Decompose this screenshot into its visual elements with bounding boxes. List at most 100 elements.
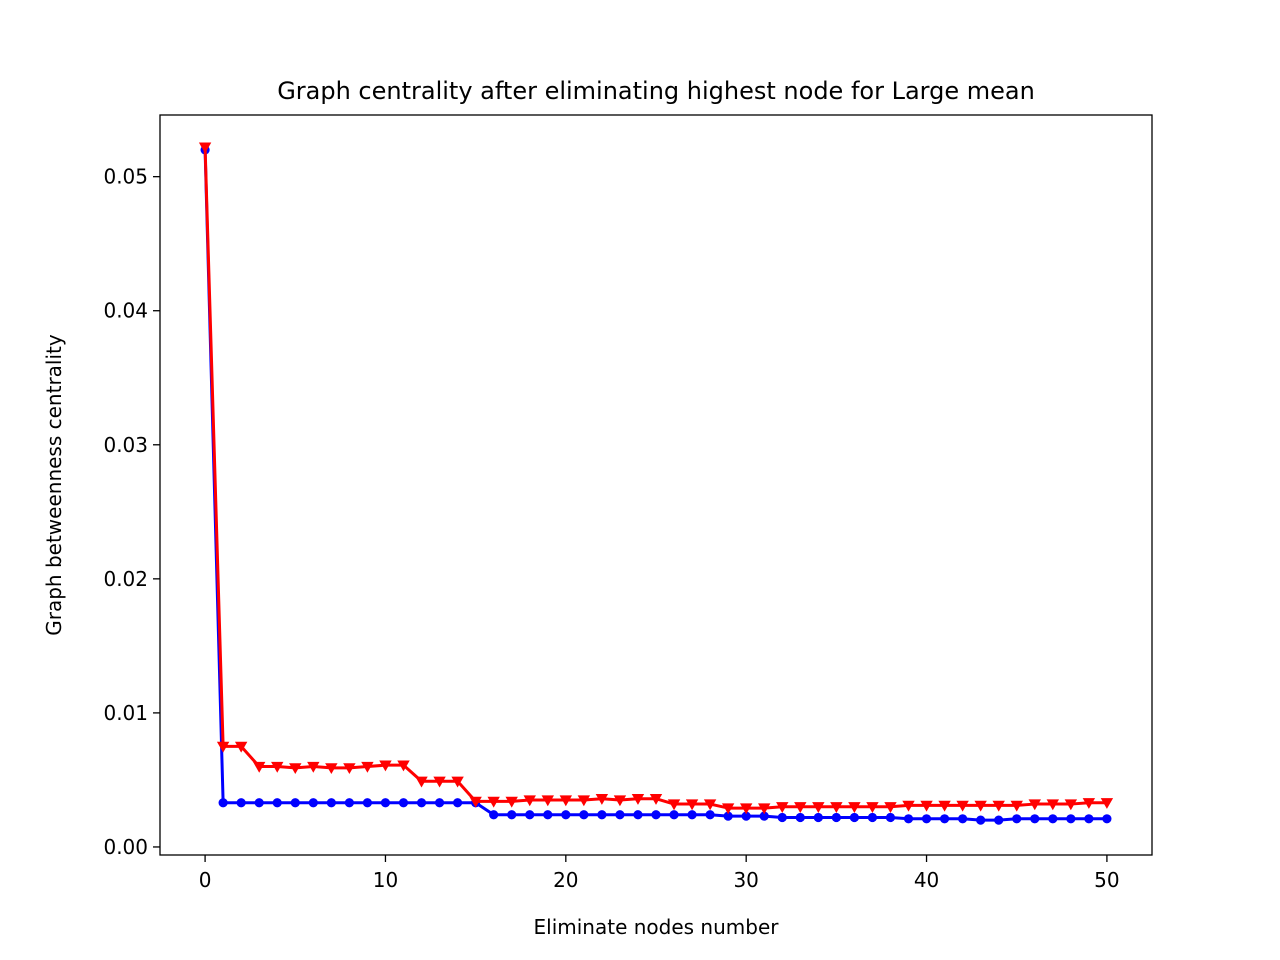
data-point [938, 800, 951, 812]
data-point [885, 812, 896, 823]
data-point [794, 802, 807, 813]
data-point [974, 800, 987, 812]
x-tick-label: 20 [553, 868, 578, 892]
data-point [272, 798, 282, 808]
y-tick-label: 0.05 [103, 165, 148, 189]
data-point [1048, 814, 1058, 824]
data-point [920, 800, 933, 812]
x-axis: 0 10 20 30 40 50 [199, 855, 1120, 892]
data-point [397, 760, 410, 772]
data-point [867, 812, 878, 823]
data-point [685, 799, 699, 811]
y-axis: 0.00 0.01 0.02 0.03 0.04 0.05 [103, 165, 160, 859]
data-point [216, 741, 230, 753]
x-axis-title: Eliminate nodes number [534, 915, 780, 939]
data-point [218, 798, 228, 808]
data-point [362, 798, 373, 808]
y-tick-label: 0.03 [103, 433, 148, 457]
x-tick-label: 0 [199, 868, 212, 892]
data-point [507, 810, 517, 820]
plot-area-frame [159, 114, 1153, 856]
data-point [1100, 798, 1114, 809]
data-point [795, 812, 805, 823]
data-point [849, 812, 860, 823]
data-point [812, 802, 825, 813]
data-point [290, 798, 300, 808]
y-axis-title: Graph betweenness centrality [42, 334, 66, 636]
data-point [776, 802, 789, 813]
x-tick-label: 30 [733, 868, 758, 892]
data-point [434, 798, 445, 808]
data-point [1064, 799, 1078, 811]
data-point [523, 795, 536, 807]
data-point [525, 810, 535, 820]
data-point [669, 810, 679, 820]
data-point [723, 811, 733, 821]
data-point [976, 815, 986, 825]
data-point [577, 795, 591, 807]
series-1 [198, 142, 1114, 815]
data-point [559, 795, 573, 807]
data-point [830, 802, 843, 813]
data-point [939, 814, 950, 824]
data-point [254, 798, 264, 808]
data-point [813, 812, 823, 823]
chart-title: Graph centrality after eliminating highe… [277, 77, 1035, 105]
data-point [994, 815, 1004, 825]
data-point [921, 814, 932, 824]
data-point [1028, 799, 1041, 811]
data-point [236, 798, 246, 808]
y-tick-label: 0.04 [103, 299, 148, 323]
data-point [234, 741, 248, 753]
data-point [561, 810, 571, 820]
data-point [253, 761, 266, 773]
data-point [541, 795, 554, 807]
x-tick-label: 40 [914, 868, 939, 892]
data-point [615, 810, 625, 820]
x-tick-label: 50 [1094, 868, 1119, 892]
data-point [415, 776, 428, 788]
data-point [416, 798, 427, 808]
data-point [651, 810, 661, 820]
data-point [703, 799, 717, 811]
data-point [741, 811, 751, 821]
data-point [597, 810, 607, 820]
data-point [633, 810, 643, 820]
y-tick-label: 0.01 [103, 701, 148, 725]
data-point [487, 796, 500, 808]
data-point [198, 142, 212, 154]
data-point [992, 800, 1005, 812]
data-point [1102, 814, 1112, 824]
data-point [579, 810, 589, 820]
data-point [958, 814, 968, 824]
data-point [631, 794, 645, 805]
data-point [325, 763, 338, 775]
data-point [956, 800, 969, 812]
data-point [1084, 814, 1094, 824]
data-point [759, 811, 769, 821]
data-point [1046, 799, 1059, 811]
data-point [705, 810, 715, 820]
x-tick-label: 10 [373, 868, 398, 892]
data-point [433, 776, 446, 788]
data-point [451, 776, 464, 788]
data-point [453, 798, 463, 808]
data-point [831, 812, 841, 823]
data-point [343, 763, 356, 775]
data-point [361, 761, 374, 773]
data-point [667, 799, 681, 811]
data-point [1082, 798, 1096, 809]
data-point [379, 760, 392, 772]
data-point [866, 802, 879, 813]
data-point [307, 761, 320, 773]
data-point [1012, 814, 1022, 824]
data-point [505, 796, 518, 808]
data-point [777, 812, 787, 823]
data-point [398, 798, 409, 808]
data-point [380, 798, 391, 808]
series-0 [200, 145, 1112, 825]
data-point [308, 798, 318, 808]
data-point [739, 803, 753, 815]
data-point [326, 798, 336, 808]
